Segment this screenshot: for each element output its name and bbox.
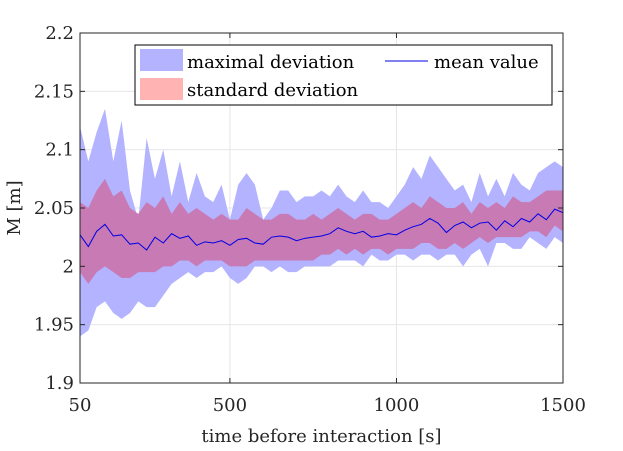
legend-label-standard-deviation: standard deviation bbox=[187, 80, 359, 101]
legend: maximal deviation mean value standard de… bbox=[134, 44, 553, 106]
y-axis-label: M [m] bbox=[4, 180, 25, 235]
plot-areas bbox=[80, 108, 563, 337]
band-standard-deviation bbox=[80, 178, 563, 284]
mean-line-layer bbox=[79, 208, 564, 251]
x-tick-label-1: 500 bbox=[213, 395, 247, 416]
tick-labels: 50 500 1000 1500 1.9 1.95 2 2.05 2.1 2.15 2.2 bbox=[34, 23, 586, 416]
y-tick-label-2: 2 bbox=[63, 256, 74, 277]
y-tick-label-4: 2.1 bbox=[45, 140, 74, 161]
y-tick-label-1: 1.95 bbox=[34, 315, 74, 336]
line-mean-value bbox=[79, 208, 564, 251]
legend-label-mean-value: mean value bbox=[434, 52, 539, 73]
x-tick-label-3: 1500 bbox=[540, 395, 586, 416]
y-tick-label-5: 2.15 bbox=[34, 81, 74, 102]
y-tick-label-6: 2.2 bbox=[45, 23, 74, 44]
x-axis-label: time before interaction [s] bbox=[201, 426, 441, 447]
x-tick-label-0: 50 bbox=[69, 395, 92, 416]
y-tick-label-0: 1.9 bbox=[45, 373, 74, 394]
legend-swatch-standard-deviation bbox=[140, 78, 183, 100]
legend-label-maximal-deviation: maximal deviation bbox=[187, 52, 355, 73]
legend-swatch-maximal-deviation bbox=[140, 49, 183, 71]
y-tick-label-3: 2.05 bbox=[34, 198, 74, 219]
legend-box bbox=[134, 44, 553, 106]
axis-ticks bbox=[79, 32, 564, 384]
x-tick-label-2: 1000 bbox=[374, 395, 420, 416]
